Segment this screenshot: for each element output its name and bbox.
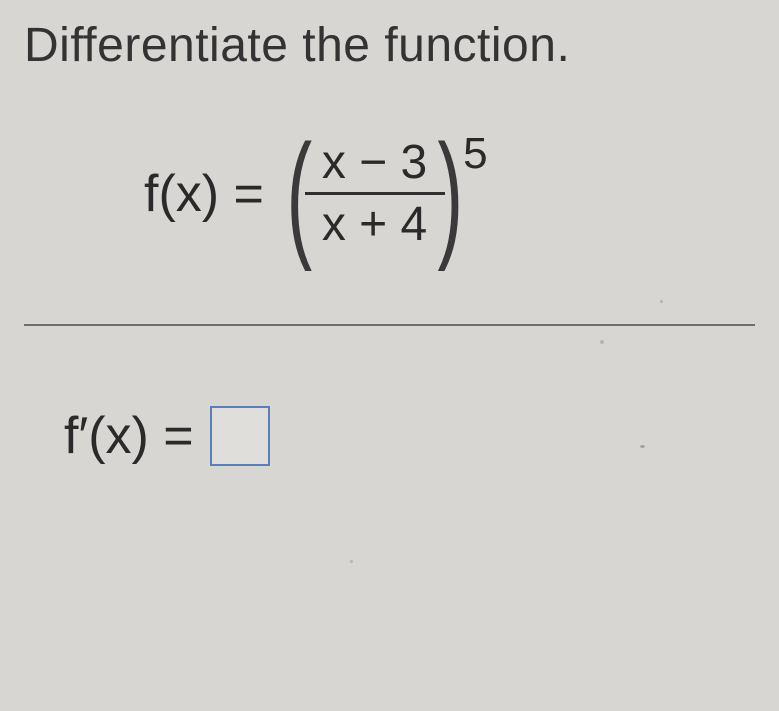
prompt-text: Differentiate the function. bbox=[24, 18, 755, 73]
answer-row: f′(x) = bbox=[64, 406, 755, 466]
answer-input-box[interactable] bbox=[210, 406, 270, 466]
fraction: x − 3 x + 4 bbox=[305, 133, 445, 254]
answer-lhs: f′(x) = bbox=[64, 406, 194, 466]
equation-lhs: f(x) = bbox=[144, 164, 264, 224]
right-paren: ) bbox=[437, 138, 463, 250]
equation-row: f(x) = ( x − 3 x + 4 ) 5 bbox=[144, 133, 755, 254]
exponent: 5 bbox=[463, 129, 487, 179]
speck bbox=[640, 445, 645, 448]
fraction-numerator: x − 3 bbox=[312, 133, 437, 192]
paren-group: ( x − 3 x + 4 ) 5 bbox=[276, 133, 488, 254]
problem-page: Differentiate the function. f(x) = ( x −… bbox=[0, 0, 779, 711]
fraction-denominator: x + 4 bbox=[312, 195, 437, 254]
speck bbox=[600, 340, 604, 344]
speck bbox=[350, 560, 353, 563]
section-divider bbox=[24, 324, 755, 326]
left-paren: ( bbox=[286, 138, 312, 250]
speck bbox=[660, 300, 663, 303]
